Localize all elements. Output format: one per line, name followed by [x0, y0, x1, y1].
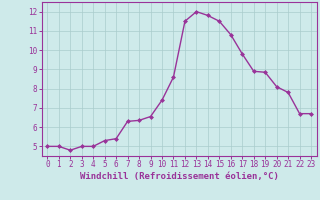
- X-axis label: Windchill (Refroidissement éolien,°C): Windchill (Refroidissement éolien,°C): [80, 172, 279, 181]
